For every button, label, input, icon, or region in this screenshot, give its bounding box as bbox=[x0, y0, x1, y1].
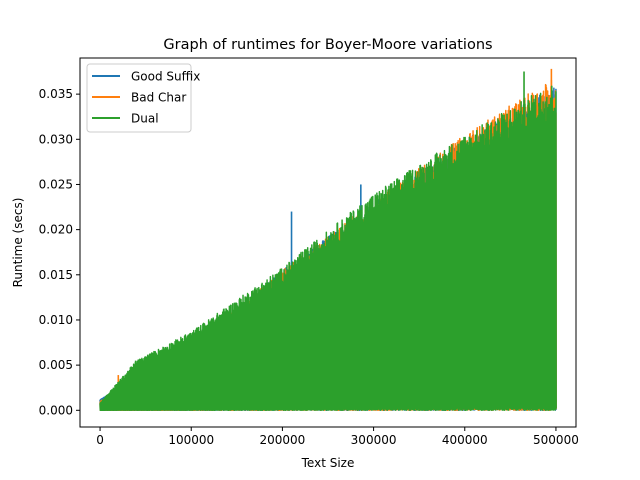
y-tick-label: 0.025 bbox=[39, 177, 73, 191]
legend-label: Good Suffix bbox=[131, 70, 200, 84]
x-tick-label: 200000 bbox=[260, 433, 306, 447]
chart-title: Graph of runtimes for Boyer-Moore variat… bbox=[163, 37, 492, 53]
y-tick-label: 0.005 bbox=[39, 358, 73, 372]
y-tick-label: 0.000 bbox=[39, 403, 73, 417]
y-tick-label: 0.010 bbox=[39, 313, 73, 327]
y-tick-label: 0.015 bbox=[39, 268, 73, 282]
plot-data-layer bbox=[99, 68, 557, 412]
series-line-2 bbox=[99, 85, 557, 412]
x-tick-label: 500000 bbox=[533, 433, 579, 447]
y-axis-label: Runtime (secs) bbox=[11, 198, 25, 288]
y-tick-label: 0.035 bbox=[39, 87, 73, 101]
y-tick-label: 0.020 bbox=[39, 223, 73, 237]
legend-label: Dual bbox=[131, 112, 159, 126]
x-tick-label: 400000 bbox=[442, 433, 488, 447]
y-axis-ticks: 0.000 0.005 0.010 0.015 0.020 0.025 0.030 0.035 bbox=[39, 87, 80, 417]
legend-box bbox=[86, 63, 192, 133]
y-tick-label: 0.030 bbox=[39, 132, 73, 146]
x-tick-label: 300000 bbox=[351, 433, 397, 447]
legend-label: Bad Char bbox=[131, 91, 186, 105]
plot-area-frame bbox=[79, 57, 577, 428]
x-tick-label: 0 bbox=[96, 433, 104, 447]
x-tick-label: 100000 bbox=[168, 433, 214, 447]
x-axis-ticks: 0 100000 200000 300000 400000 500000 bbox=[96, 427, 579, 447]
x-axis-label: Text Size bbox=[301, 456, 355, 470]
legend: Good Suffix Bad Char Dual bbox=[86, 63, 200, 133]
